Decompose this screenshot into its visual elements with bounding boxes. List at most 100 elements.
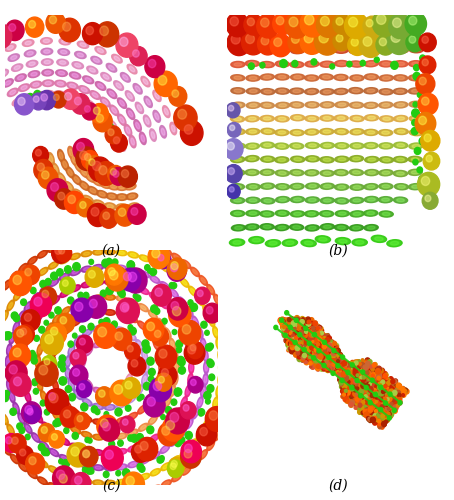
Circle shape xyxy=(380,418,384,423)
Ellipse shape xyxy=(50,247,56,250)
Circle shape xyxy=(280,318,283,322)
Circle shape xyxy=(387,387,392,392)
Circle shape xyxy=(352,372,356,376)
Circle shape xyxy=(175,439,182,446)
Circle shape xyxy=(242,30,265,55)
Ellipse shape xyxy=(367,226,375,230)
Ellipse shape xyxy=(226,411,229,418)
Circle shape xyxy=(423,152,439,170)
Circle shape xyxy=(209,411,217,420)
Ellipse shape xyxy=(82,152,86,158)
Circle shape xyxy=(394,379,398,384)
Ellipse shape xyxy=(408,88,423,94)
Circle shape xyxy=(284,320,286,323)
Circle shape xyxy=(311,339,314,342)
Circle shape xyxy=(89,468,94,474)
Ellipse shape xyxy=(337,130,345,134)
Circle shape xyxy=(389,400,391,402)
Ellipse shape xyxy=(0,321,3,332)
Ellipse shape xyxy=(81,250,92,256)
Circle shape xyxy=(170,264,178,272)
Ellipse shape xyxy=(183,262,189,266)
Circle shape xyxy=(304,329,309,334)
Ellipse shape xyxy=(293,90,301,93)
Circle shape xyxy=(89,158,95,164)
Circle shape xyxy=(389,396,391,400)
Circle shape xyxy=(311,360,314,364)
Ellipse shape xyxy=(411,158,419,161)
Circle shape xyxy=(392,392,397,396)
Circle shape xyxy=(379,368,383,373)
Circle shape xyxy=(22,265,39,284)
Ellipse shape xyxy=(278,62,286,66)
Circle shape xyxy=(400,392,403,396)
Circle shape xyxy=(115,408,122,416)
Ellipse shape xyxy=(162,447,168,452)
Ellipse shape xyxy=(104,249,115,254)
Ellipse shape xyxy=(335,198,349,204)
Circle shape xyxy=(335,358,339,364)
Circle shape xyxy=(299,333,301,336)
Circle shape xyxy=(337,373,342,378)
Ellipse shape xyxy=(104,114,109,120)
Circle shape xyxy=(302,358,305,362)
Ellipse shape xyxy=(235,226,242,230)
Ellipse shape xyxy=(368,116,375,119)
Ellipse shape xyxy=(153,110,160,122)
Ellipse shape xyxy=(118,266,125,270)
Circle shape xyxy=(283,327,288,332)
Circle shape xyxy=(364,386,367,389)
Circle shape xyxy=(384,418,387,421)
Circle shape xyxy=(353,372,357,376)
Circle shape xyxy=(347,364,350,367)
Circle shape xyxy=(321,16,329,26)
Circle shape xyxy=(317,358,322,364)
Ellipse shape xyxy=(278,144,286,148)
Circle shape xyxy=(327,343,332,347)
Circle shape xyxy=(373,416,377,420)
Circle shape xyxy=(317,327,321,331)
Ellipse shape xyxy=(84,346,93,356)
Circle shape xyxy=(5,20,24,40)
Circle shape xyxy=(182,324,191,334)
Ellipse shape xyxy=(338,158,346,161)
Ellipse shape xyxy=(174,352,177,359)
Text: (c): (c) xyxy=(102,478,120,492)
Circle shape xyxy=(394,395,399,400)
Circle shape xyxy=(384,414,386,417)
Ellipse shape xyxy=(18,76,24,80)
Circle shape xyxy=(379,416,384,421)
Circle shape xyxy=(359,361,362,364)
Ellipse shape xyxy=(293,144,301,148)
Ellipse shape xyxy=(64,182,74,192)
Circle shape xyxy=(382,388,385,390)
Ellipse shape xyxy=(70,285,81,292)
Circle shape xyxy=(344,369,348,374)
Circle shape xyxy=(345,366,349,370)
Circle shape xyxy=(322,361,326,364)
Circle shape xyxy=(357,360,360,364)
Circle shape xyxy=(342,361,347,366)
Circle shape xyxy=(358,364,360,367)
Circle shape xyxy=(118,141,125,148)
Circle shape xyxy=(13,314,20,322)
Circle shape xyxy=(405,392,407,394)
Circle shape xyxy=(299,326,303,330)
Ellipse shape xyxy=(23,382,26,388)
Circle shape xyxy=(285,330,289,335)
Circle shape xyxy=(336,365,338,368)
Circle shape xyxy=(387,410,390,413)
Circle shape xyxy=(322,340,326,344)
Circle shape xyxy=(79,338,85,345)
Circle shape xyxy=(383,423,386,426)
Circle shape xyxy=(387,390,391,394)
Circle shape xyxy=(79,384,85,390)
Ellipse shape xyxy=(261,128,275,134)
Circle shape xyxy=(315,345,320,350)
Circle shape xyxy=(301,347,304,350)
Circle shape xyxy=(278,318,284,324)
Ellipse shape xyxy=(75,191,81,196)
Circle shape xyxy=(365,364,368,368)
Circle shape xyxy=(368,396,372,401)
Circle shape xyxy=(155,252,171,269)
